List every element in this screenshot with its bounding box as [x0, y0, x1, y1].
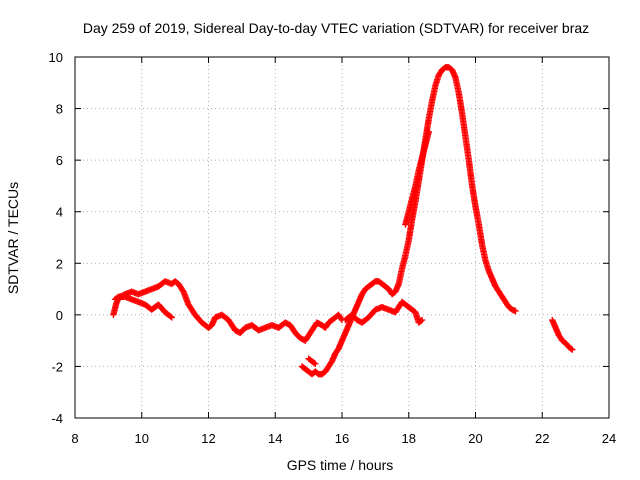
y-tick-labels: -4 -2 0 2 4 6 8 10 — [49, 50, 63, 426]
data-point — [310, 359, 318, 367]
data-point — [417, 317, 425, 325]
x-tick-label: 18 — [402, 431, 416, 446]
grid — [75, 57, 609, 418]
x-tick-label: 8 — [71, 431, 78, 446]
data-points — [110, 64, 576, 378]
x-tick-label: 10 — [135, 431, 149, 446]
data-point — [512, 307, 519, 315]
y-tick-label: 10 — [49, 50, 63, 65]
y-axis-label: SDTVAR / TECUs — [5, 182, 21, 294]
y-tick-label: 4 — [56, 205, 63, 220]
data-point — [418, 316, 426, 324]
x-tick-label: 22 — [535, 431, 549, 446]
x-tick-label: 24 — [602, 431, 616, 446]
data-point — [569, 346, 576, 353]
data-point — [567, 345, 575, 353]
y-tick-label: 0 — [56, 308, 63, 323]
x-tick-label: 16 — [335, 431, 349, 446]
data-point — [167, 313, 174, 320]
chart-title: Day 259 of 2019, Sidereal Day-to-day VTE… — [83, 20, 589, 36]
x-tick-label: 20 — [468, 431, 482, 446]
data-point — [168, 314, 175, 321]
axis-ticks — [74, 56, 610, 419]
data-point — [312, 360, 319, 368]
x-tick-label: 14 — [268, 431, 282, 446]
y-tick-label: 6 — [56, 153, 63, 168]
x-axis-label: GPS time / hours — [287, 457, 394, 473]
x-tick-labels: 8 10 12 14 16 18 20 22 24 — [71, 431, 616, 446]
y-tick-label: 8 — [56, 102, 63, 117]
data-point — [425, 128, 432, 135]
x-tick-label: 12 — [201, 431, 215, 446]
y-tick-label: 2 — [56, 256, 63, 271]
y-tick-label: -2 — [51, 359, 63, 374]
y-tick-label: -4 — [51, 411, 63, 426]
